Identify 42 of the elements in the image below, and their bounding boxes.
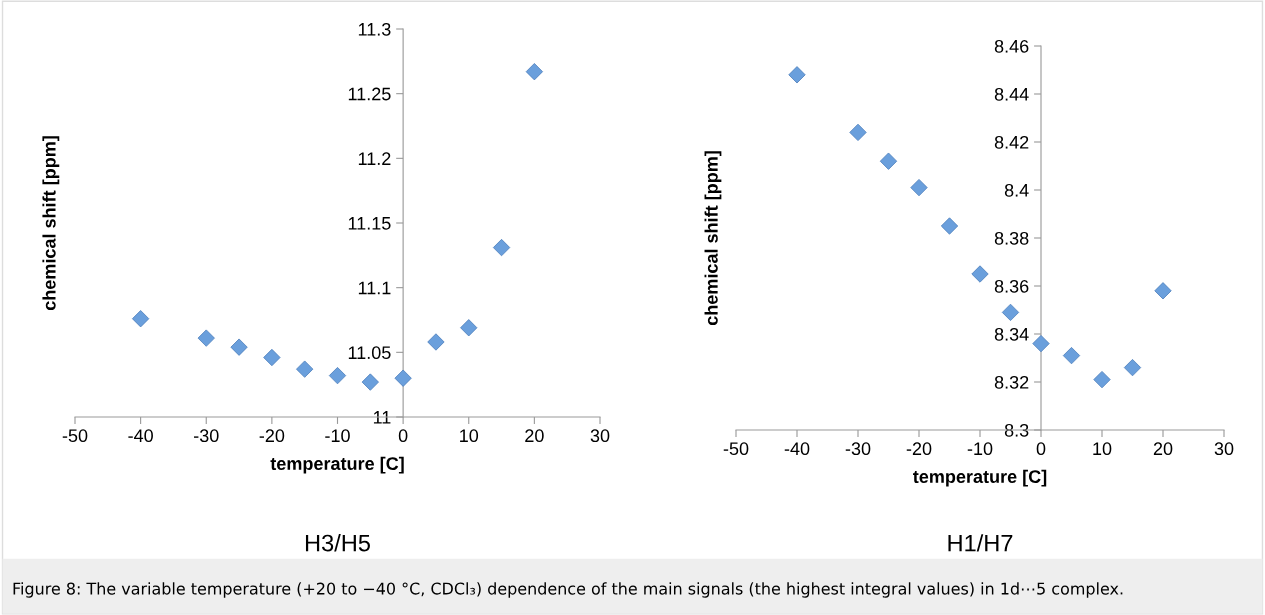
x-tick-label: 20 — [525, 429, 544, 443]
y-tick-label: 11.2 — [358, 152, 391, 165]
y-tick-label: 8.46 — [994, 39, 1029, 53]
x-axis-title: temperature [C] — [913, 469, 1047, 487]
x-axis-title: temperature [C] — [270, 456, 404, 474]
y-tick-label: 8.38 — [994, 231, 1029, 245]
y-tick-label: 11.15 — [348, 217, 391, 230]
x-tick-label: 10 — [1093, 442, 1112, 456]
text: H3/H5 — [305, 534, 370, 552]
y-axis-title: chemical shift [ppm] — [42, 136, 60, 311]
x-tick-label: -20 — [259, 429, 285, 443]
y-tick-label: 11.25 — [348, 87, 391, 101]
y-tick-label: 8.34 — [994, 327, 1029, 341]
x-tick-label: 0 — [1036, 442, 1046, 456]
x-tick-label: -10 — [325, 429, 350, 443]
y-tick-label: 8.42 — [994, 135, 1029, 149]
x-tick-label: 30 — [1214, 442, 1234, 456]
y-tick-label: 8.32 — [994, 375, 1029, 389]
y-tick-label: 8.4 — [1004, 183, 1029, 197]
y-axis-title: chemical shift [ppm] — [704, 151, 722, 326]
x-tick-label: -40 — [128, 429, 153, 443]
x-tick-label: 20 — [1153, 442, 1173, 456]
text: H1/H7 — [948, 534, 1013, 552]
y-tick-label: 8.3 — [1004, 423, 1029, 437]
caption: Figure 8: The variable temperature (+20 to −40 °C, CDCl₃) dependence of the main signals (the highest integral values) in 1d⋯5 complex. — [13, 582, 1123, 598]
x-tick-label: 0 — [398, 429, 408, 443]
y-tick-label: 8.44 — [994, 87, 1029, 101]
point — [328, 366, 347, 385]
x-tick-label: 10 — [460, 429, 479, 443]
x-tick-label: -30 — [194, 429, 219, 443]
y-tick-label: 11.1 — [358, 281, 391, 295]
x-tick-label: -50 — [62, 429, 88, 443]
x-tick-label: -50 — [723, 442, 749, 456]
x-tick-label: -20 — [906, 442, 932, 456]
y-tick-label: 8.36 — [994, 279, 1029, 293]
y-tick-label: 11.05 — [348, 346, 391, 360]
y-tick-label: 11 — [373, 411, 391, 424]
x-tick-label: 30 — [590, 429, 610, 443]
y-tick-label: 11.3 — [358, 22, 391, 36]
x-tick-label: -10 — [967, 442, 993, 456]
x-tick-label: -30 — [845, 442, 871, 456]
x-tick-label: -40 — [784, 442, 810, 456]
